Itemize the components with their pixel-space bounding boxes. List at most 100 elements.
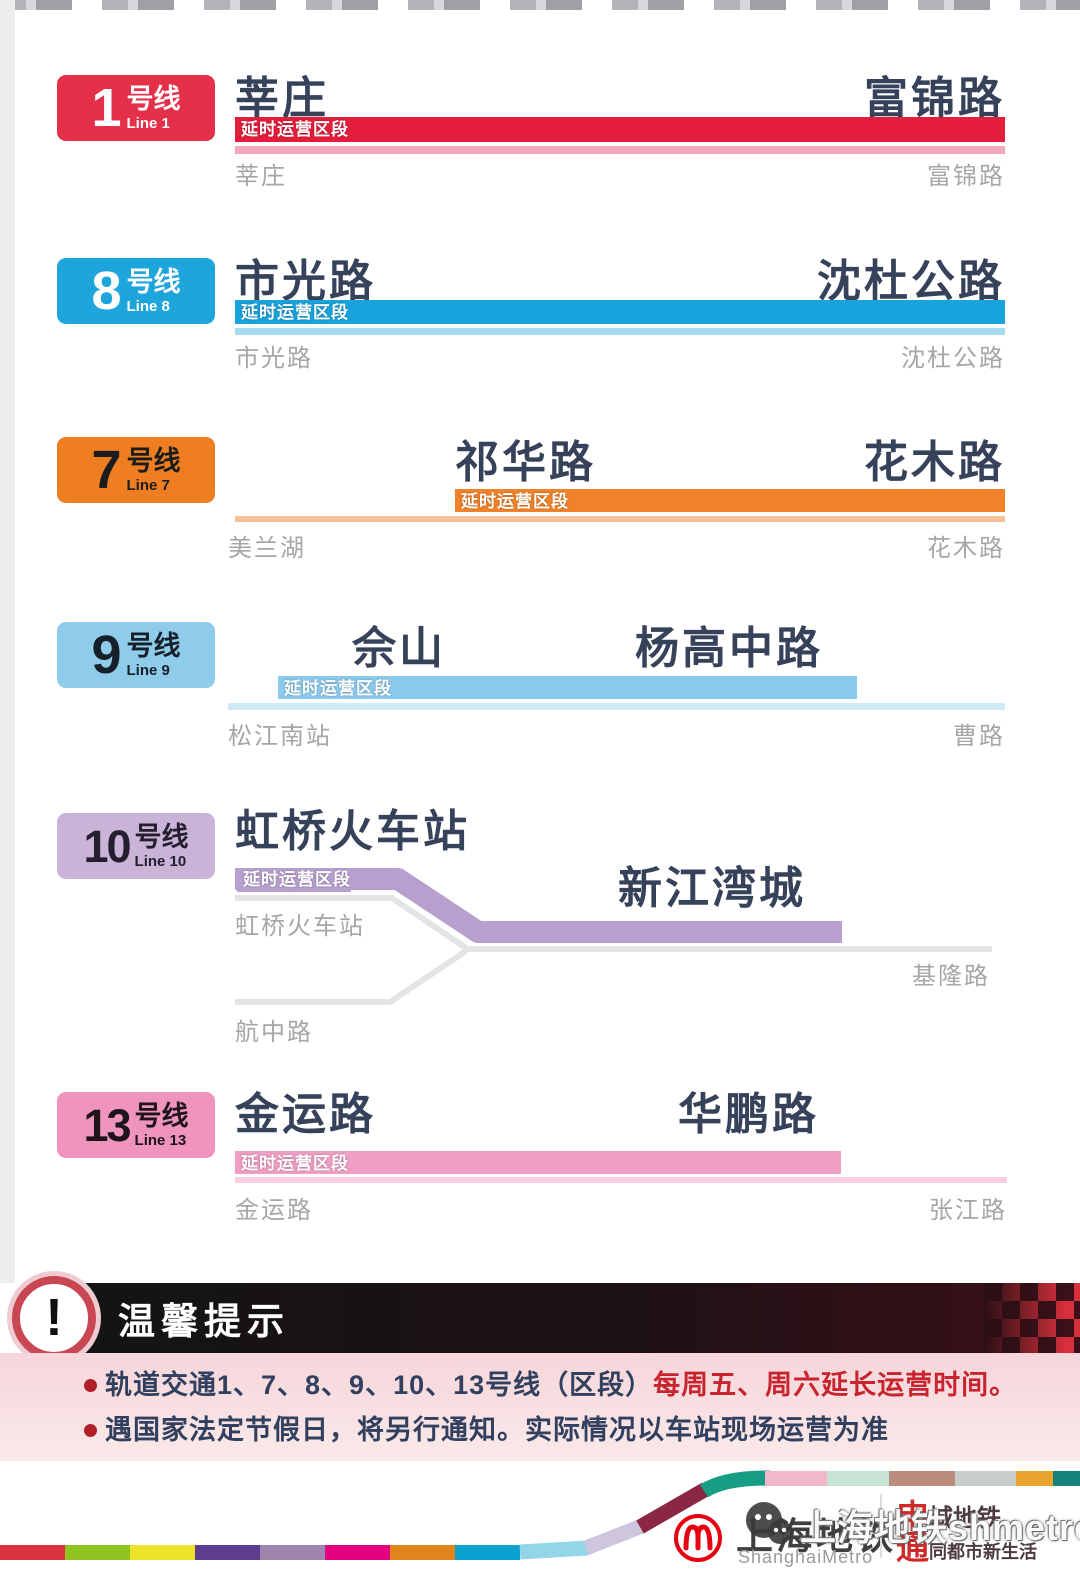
station-big-right: 沈杜公路 — [817, 257, 1005, 306]
slogan-line-1: 申 城地铁 — [896, 1498, 1001, 1533]
extended-section-bar: 延时运营区段 — [278, 676, 857, 699]
extended-section-label: 延时运营区段 — [461, 492, 569, 511]
extended-section-bar: 延时运营区段 — [235, 1151, 841, 1174]
terminal-left: 虹桥火车站 — [235, 913, 365, 940]
line-number: 1 — [91, 78, 122, 138]
full-line — [235, 516, 1005, 522]
slogan-big-char: 申 — [896, 1498, 929, 1535]
notice-header-bar: 温馨提示 — [80, 1283, 1080, 1353]
slogan-line-2: 通 同都市新生活 — [896, 1531, 1037, 1564]
bullet-dot-icon — [84, 1424, 97, 1437]
line-badge-text: 号线 Line 1 — [126, 83, 181, 132]
footer-divider — [880, 1494, 882, 1558]
station-big-right: 华鹏路 — [678, 1090, 819, 1139]
metro-ribbon-decoration — [0, 1470, 1080, 1560]
line-suffix: 号线 — [126, 83, 181, 114]
extended-section-label: 延时运营区段 — [241, 303, 349, 322]
terminal-right: 张江路 — [929, 1197, 1007, 1224]
terminal-left: 松江南站 — [228, 723, 332, 750]
slogan-text: 城地铁 — [929, 1505, 1001, 1532]
line-suffix: 号线 — [126, 445, 181, 476]
station-big-left: 佘山 — [352, 624, 446, 673]
line-10-fork-diagram — [235, 868, 992, 1005]
notice-bullet-1: 轨道交通1、7、8、9、10、13号线（区段）每周五、周六延长运营时间。 — [84, 1366, 1017, 1404]
brand-name-en: ShanghaiMetro — [738, 1547, 874, 1567]
line-13-badge: 13 号线 Line 13 — [57, 1092, 215, 1158]
line-name-en: Line 10 — [134, 852, 187, 870]
terminal-right: 沈杜公路 — [901, 345, 1005, 372]
line-suffix: 号线 — [134, 821, 189, 852]
bullet-text: 遇国家法定节假日，将另行通知。实际情况以车站现场运营为准 — [105, 1411, 889, 1449]
checker-pattern — [984, 1283, 1080, 1353]
line-suffix: 号线 — [134, 1100, 189, 1131]
station-big-left: 金运路 — [235, 1090, 376, 1139]
full-line — [235, 1177, 1007, 1183]
page-left-edge — [0, 0, 15, 1283]
terminal-right: 富锦路 — [927, 163, 1005, 190]
line-badge-text: 号线 Line 8 — [126, 266, 181, 315]
line-name-en: Line 9 — [126, 661, 170, 679]
wechat-icon — [746, 1502, 792, 1544]
terminal-right: 曹路 — [953, 723, 1005, 750]
line-badge-text: 号线 Line 7 — [126, 445, 181, 494]
full-line — [235, 146, 1005, 154]
line-7-badge: 7 号线 Line 7 — [57, 437, 215, 503]
slogan-text: 同都市新生活 — [929, 1542, 1037, 1562]
line-name-en: Line 8 — [126, 297, 170, 315]
terminal-right: 花木路 — [927, 535, 1005, 562]
station-big-left: 虹桥火车站 — [235, 807, 470, 856]
station-big-left: 市光路 — [235, 257, 376, 306]
branch-lower — [235, 948, 468, 1005]
full-line — [228, 703, 1005, 710]
station-big-right: 新江湾城 — [618, 864, 806, 913]
bullet-text: 轨道交通1、7、8、9、10、13号线（区段）每周五、周六延长运营时间。 — [105, 1366, 1017, 1404]
warning-icon: ! — [12, 1276, 96, 1360]
line-number: 9 — [91, 625, 122, 685]
line-suffix: 号线 — [126, 630, 181, 661]
line-number: 7 — [91, 440, 122, 500]
terminal-left: 美兰湖 — [228, 535, 306, 562]
terminal-left: 市光路 — [235, 345, 313, 372]
line-suffix: 号线 — [126, 266, 181, 297]
line-10-badge: 10 号线 Line 10 — [57, 813, 215, 879]
station-big-left: 莘庄 — [235, 74, 329, 123]
slogan-big-char: 通 — [896, 1529, 929, 1566]
line-name-en: Line 7 — [126, 476, 170, 494]
branch-upper — [235, 895, 468, 951]
line-9-badge: 9 号线 Line 9 — [57, 622, 215, 688]
terminal-left: 莘庄 — [235, 163, 287, 190]
terminal-right: 基隆路 — [912, 963, 990, 990]
station-big-right: 花木路 — [864, 438, 1005, 487]
station-big-left: 祁华路 — [455, 438, 596, 487]
extended-section-bar: 延时运营区段 — [235, 117, 1005, 142]
line-badge-text: 号线 Line 9 — [126, 630, 181, 679]
shanghai-metro-logo-icon — [674, 1514, 722, 1562]
line-badge-text: 号线 Line 13 — [134, 1100, 189, 1149]
extended-section-bar: 延时运营区段 — [455, 489, 1005, 512]
line-number: 13 — [83, 1099, 131, 1151]
watermark-text: 上海地铁shmetro — [800, 1507, 1080, 1548]
bullet-text-normal: 轨道交通1、7、8、9、10、13号线（区段） — [105, 1370, 654, 1400]
watermark: 上海地铁shmetro — [742, 1498, 1080, 1552]
extended-section-label: 延时运营区段 — [241, 1154, 349, 1173]
line-badge-text: 号线 Line 10 — [134, 821, 189, 870]
full-line — [235, 328, 1005, 335]
station-big-right: 杨高中路 — [635, 624, 823, 673]
terminal-left: 金运路 — [235, 1197, 313, 1224]
notice-body: 轨道交通1、7、8、9、10、13号线（区段）每周五、周六延长运营时间。 遇国家… — [0, 1353, 1080, 1461]
bullet-text-normal: 遇国家法定节假日，将另行通知。实际情况以车站现场运营为准 — [105, 1415, 889, 1445]
extended-section-label: 延时运营区段 — [237, 868, 351, 892]
line-number: 8 — [91, 261, 122, 321]
notice-bullet-2: 遇国家法定节假日，将另行通知。实际情况以车站现场运营为准 — [84, 1411, 889, 1449]
line-number: 10 — [83, 820, 131, 872]
line-name-en: Line 13 — [134, 1131, 187, 1149]
bullet-text-highlight: 每周五、周六延长运营时间。 — [653, 1370, 1018, 1400]
top-edge-remnant — [0, 0, 1080, 10]
line-name-en: Line 1 — [126, 114, 170, 132]
exclamation-icon: ! — [45, 1289, 63, 1347]
line-8-badge: 8 号线 Line 8 — [57, 258, 215, 324]
notice-title: 温馨提示 — [118, 1301, 290, 1342]
bullet-dot-icon — [84, 1379, 97, 1392]
extended-section-label: 延时运营区段 — [241, 120, 349, 139]
extended-section-bar: 延时运营区段 — [235, 300, 1005, 324]
